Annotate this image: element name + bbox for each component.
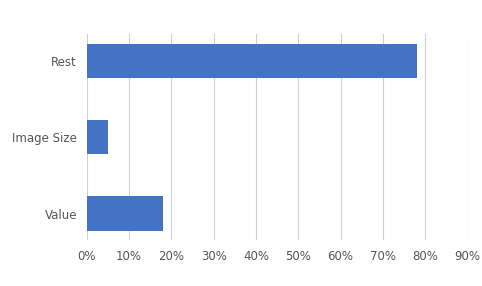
Bar [87, 196, 163, 231]
Bar [87, 120, 108, 154]
Bar [87, 44, 417, 78]
